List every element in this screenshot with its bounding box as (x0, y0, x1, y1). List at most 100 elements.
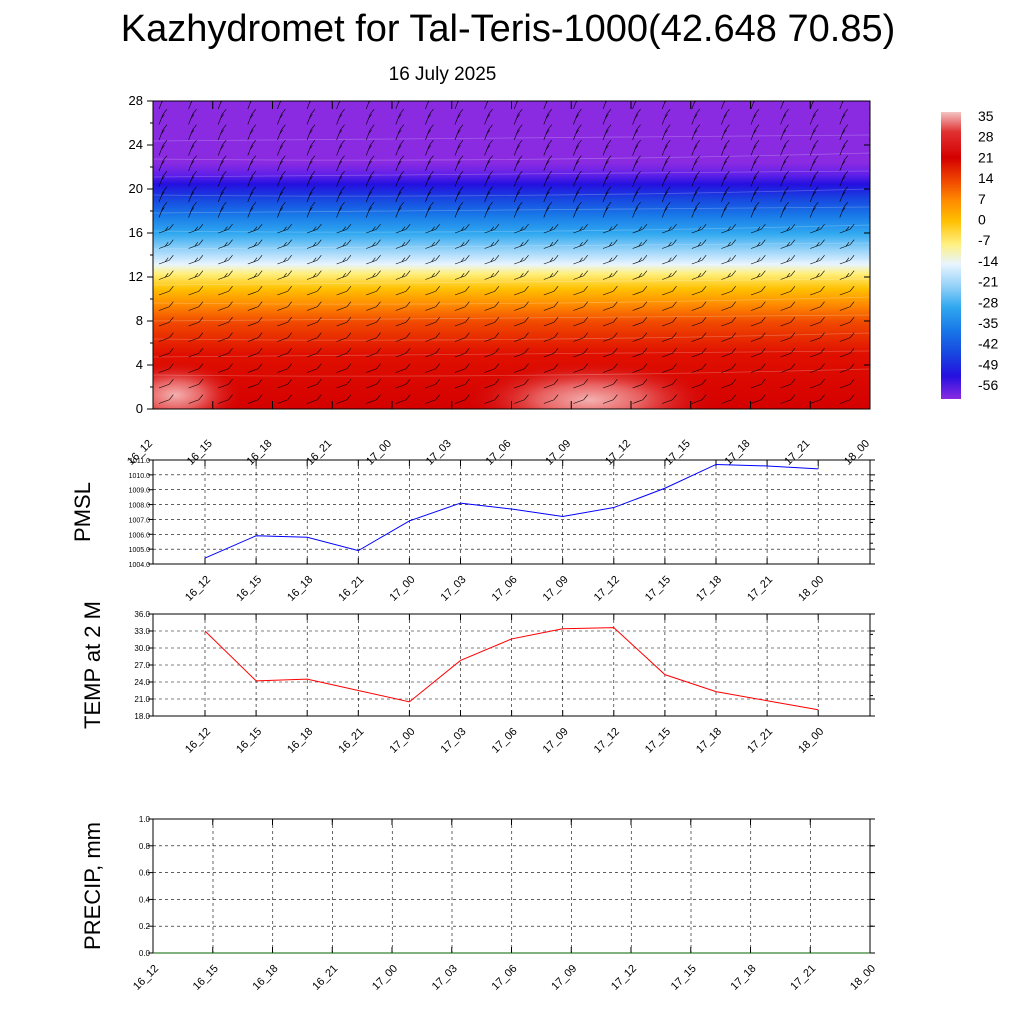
wind-barb (454, 286, 470, 296)
wind-barb (277, 186, 286, 203)
wind-barb (484, 363, 500, 373)
colorbar-label: 28 (978, 129, 994, 145)
wind-barb (514, 317, 529, 327)
wind-barb (662, 286, 677, 296)
wind-barb (810, 255, 825, 265)
wind-barb (188, 155, 197, 172)
cross-section-x-tick-label: 17_09 (543, 438, 573, 468)
wind-barb (810, 239, 825, 249)
wind-barb (514, 224, 529, 234)
wind-barb (336, 270, 352, 280)
pmsl-x-tick-label: 17_03 (439, 574, 469, 604)
colorbar-label: 0 (978, 212, 986, 228)
wind-barb (662, 317, 677, 327)
wind-barb (306, 286, 322, 296)
wind-barb (514, 255, 529, 265)
wind-barb (158, 363, 174, 373)
wind-barb (869, 325, 870, 327)
colorbar-label: -7 (978, 232, 991, 248)
wind-barb (306, 363, 322, 373)
wind-barb (336, 348, 352, 358)
wind-barb (218, 363, 233, 373)
wind-barb (513, 109, 523, 125)
wind-barb (188, 224, 204, 234)
wind-barb (602, 394, 618, 404)
wind-barb (869, 168, 870, 172)
wind-barb (750, 317, 766, 327)
wind-barb (750, 332, 766, 342)
wind-barb (543, 301, 559, 311)
precip-x-tick-label: 17_15 (669, 963, 699, 993)
wind-barb (217, 171, 227, 187)
precip-y-axis-label: PRECIP, mm (80, 822, 105, 950)
wind-barb (543, 255, 559, 265)
wind-barb (632, 255, 648, 265)
wind-barb (869, 387, 870, 389)
wind-barb (247, 286, 263, 296)
wind-barb (336, 363, 352, 373)
wind-barb (247, 224, 263, 234)
wind-barb (661, 171, 671, 187)
wind-barb (188, 239, 204, 249)
wind-barb (454, 186, 464, 203)
pmsl-y-tick-label: 1011.0 (129, 458, 150, 465)
wind-barb (573, 171, 582, 187)
wind-barb (810, 286, 825, 296)
wind-barb (691, 239, 707, 249)
wind-barb (691, 224, 707, 234)
wind-barb (247, 101, 252, 110)
wind-barb (158, 286, 174, 296)
wind-barb (721, 317, 736, 327)
wind-barb (602, 363, 618, 373)
cross-section-x-tick-label: 17_18 (723, 438, 753, 468)
wind-barb (484, 317, 500, 327)
isotherm-contour (153, 350, 870, 358)
wind-barb (691, 109, 701, 125)
precip-y-tick-label: 0.2 (139, 922, 151, 931)
wind-barb (366, 332, 381, 342)
pmsl-x-tick-label: 17_21 (745, 574, 775, 604)
colorbar-label: -35 (978, 315, 998, 331)
wind-barb (158, 101, 164, 110)
wind-barb (839, 124, 849, 141)
colorbar (941, 112, 961, 399)
wind-barb (632, 394, 648, 404)
wind-barb (306, 101, 312, 110)
wind-barb (336, 255, 352, 265)
temp-y-tick-label: 27.0 (134, 661, 150, 670)
wind-barb (277, 140, 286, 156)
wind-barb (454, 332, 470, 342)
wind-barb (484, 224, 500, 234)
wind-barb (543, 109, 553, 125)
wind-barb (425, 363, 440, 373)
wind-barb (750, 155, 760, 172)
wind-barb (839, 239, 855, 249)
wind-barb (632, 224, 648, 234)
isotherm-contour (153, 314, 870, 322)
wind-barb (662, 348, 677, 358)
wind-barb (632, 348, 648, 358)
wind-barb (661, 109, 671, 125)
wind-barb (247, 332, 263, 342)
wind-barb (395, 171, 405, 187)
wind-barb (780, 224, 796, 234)
wind-barb (780, 379, 796, 389)
wind-barb (158, 124, 168, 141)
wind-barb (869, 278, 870, 280)
wind-barb (217, 109, 227, 125)
wind-barb (336, 379, 352, 389)
chart-title: Kazhydromet for Tal-Teris-1000(42.648 70… (120, 8, 896, 50)
wind-barb (484, 286, 500, 296)
pmsl-y-tick-label: 1008.0 (129, 503, 151, 510)
colorbar-label: -42 (978, 336, 998, 352)
temp-x-tick-label: 17_12 (592, 726, 622, 756)
wind-barb (543, 379, 559, 389)
wind-barb (721, 286, 736, 296)
colorbar-label: 7 (978, 191, 986, 207)
wind-barb (454, 224, 470, 234)
wind-barb (454, 140, 464, 156)
cross-section-y-tick-label: 0 (136, 401, 143, 416)
wind-barb (602, 332, 618, 342)
wind-barb (425, 394, 440, 404)
wind-barb (780, 286, 796, 296)
